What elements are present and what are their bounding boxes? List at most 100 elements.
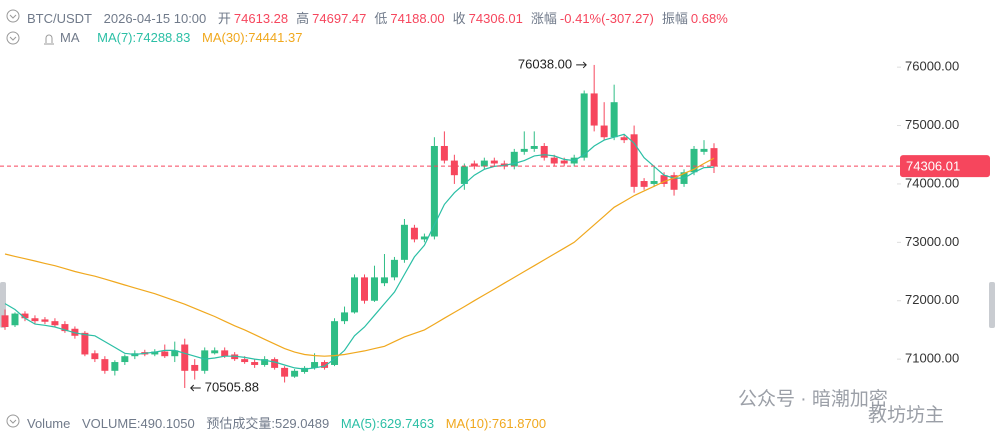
candle-body bbox=[291, 370, 299, 377]
candle-body bbox=[690, 148, 698, 173]
symbol[interactable]: BTC/USDT bbox=[27, 11, 92, 26]
candle-body bbox=[540, 145, 548, 158]
candle-body bbox=[151, 351, 159, 355]
candle-body bbox=[470, 163, 478, 167]
alert-icon[interactable] bbox=[44, 34, 54, 45]
last-price-box bbox=[900, 155, 990, 178]
candle-body bbox=[480, 160, 488, 167]
collapse-chevron bbox=[9, 14, 17, 19]
candle-body bbox=[610, 102, 618, 138]
candle-body bbox=[660, 175, 668, 184]
candle-body bbox=[51, 321, 59, 326]
candle-body bbox=[201, 350, 209, 371]
candle-body bbox=[450, 160, 458, 176]
candle-body bbox=[550, 157, 558, 164]
header-value: 74613.28 bbox=[233, 11, 289, 26]
candle-body bbox=[11, 313, 19, 326]
header-row: BTC/USDT 2026-04-15 10:00 开 74613.28 高 7469… bbox=[27, 8, 744, 27]
candle-body bbox=[281, 367, 289, 377]
candle-body bbox=[360, 277, 368, 301]
right-handle[interactable] bbox=[989, 282, 995, 328]
volume-title: Volume bbox=[27, 416, 71, 431]
candle-body bbox=[370, 277, 378, 301]
y-tick-label: 73000.00 bbox=[905, 234, 959, 249]
volume-collapse-icon[interactable] bbox=[6, 414, 20, 428]
collapse-icon[interactable] bbox=[6, 9, 20, 23]
candle-body bbox=[430, 145, 438, 237]
ma-legend: MA MA(7):74288.83 MA(30):74441.37 bbox=[60, 30, 310, 45]
ma-line bbox=[4, 133, 715, 370]
candle-body bbox=[640, 181, 648, 187]
candle-body bbox=[390, 259, 398, 278]
volume-value: VOLUME:490.1050 bbox=[82, 416, 195, 431]
candle-body bbox=[710, 148, 718, 167]
candle-body bbox=[61, 324, 69, 332]
volume-ma10: MA(10):761.8700 bbox=[445, 416, 547, 431]
volume-estimate: 预估成交量:529.0489 bbox=[206, 416, 330, 431]
candle-body bbox=[400, 224, 408, 260]
ma-collapse-chevron bbox=[9, 36, 17, 41]
candle-body bbox=[271, 359, 279, 368]
candle-body bbox=[111, 362, 119, 371]
ma-collapse-icon[interactable] bbox=[6, 31, 20, 45]
candle-body bbox=[351, 277, 359, 313]
header-value: 74697.47 bbox=[312, 11, 367, 26]
volume-ma5: MA(5):629.7463 bbox=[340, 416, 435, 431]
candle-body bbox=[341, 312, 349, 322]
header-value: 0.68% bbox=[690, 11, 728, 26]
candle-body bbox=[380, 277, 388, 284]
header-label: 涨幅 bbox=[530, 11, 557, 26]
time: 2026-04-15 10:00 bbox=[103, 11, 207, 26]
annotation-arrow bbox=[576, 61, 587, 69]
candle-body bbox=[171, 350, 179, 357]
y-tick-label: 71000.00 bbox=[905, 351, 959, 366]
candle-body bbox=[321, 362, 329, 368]
candle-body bbox=[520, 148, 528, 152]
volume-legend: Volume VOLUME:490.1050 预估成交量:529.0489 MA… bbox=[27, 413, 554, 432]
candle-body bbox=[600, 125, 608, 138]
candle-body bbox=[410, 227, 418, 240]
candle-body bbox=[700, 148, 708, 152]
candle-body bbox=[161, 351, 169, 357]
candle-body bbox=[211, 350, 219, 354]
ma7-legend: MA(7):74288.83 bbox=[97, 30, 191, 45]
watermark-account: 公众号 · 暗潮加密 bbox=[738, 389, 888, 410]
ma-line bbox=[4, 157, 715, 357]
header-items: 开 74613.28 高 74697.47 低 74188.00 收 74306.01 涨幅 -0… bbox=[218, 11, 736, 26]
candle-body bbox=[530, 145, 538, 149]
annotation-arrow bbox=[190, 384, 201, 392]
watermark-author: 教坊坊主 bbox=[868, 405, 945, 426]
candle-body bbox=[630, 134, 638, 187]
candle-body bbox=[420, 236, 428, 240]
annotation: 76038.00 bbox=[518, 56, 572, 71]
candle-body bbox=[41, 319, 49, 322]
candle-body bbox=[241, 359, 249, 363]
candle-body bbox=[121, 356, 129, 363]
y-tick-label: 75000.00 bbox=[905, 117, 959, 132]
candle-body bbox=[331, 321, 339, 365]
candle-body bbox=[21, 313, 29, 319]
candle-body bbox=[620, 137, 628, 141]
candle-body bbox=[31, 318, 39, 322]
annotation: 70505.88 bbox=[205, 379, 259, 394]
last-price-label: 74306.01 bbox=[906, 159, 960, 174]
candle-body bbox=[460, 166, 468, 184]
y-tick-label: 74000.00 bbox=[905, 175, 959, 190]
header-value: -0.41%(-307.27) bbox=[559, 11, 654, 26]
header-label: 开 bbox=[217, 11, 231, 26]
candle-body bbox=[221, 350, 229, 357]
header-label: 振幅 bbox=[661, 11, 688, 26]
candle-body bbox=[670, 175, 678, 190]
header-value: 74188.00 bbox=[390, 11, 445, 26]
candle-body bbox=[181, 344, 189, 371]
y-tick-label: 72000.00 bbox=[905, 292, 959, 307]
candle-body bbox=[650, 181, 658, 184]
candle-body bbox=[81, 332, 89, 355]
y-tick-label: 76000.00 bbox=[905, 59, 959, 74]
candle-body bbox=[1, 315, 9, 328]
candle-body bbox=[101, 359, 109, 371]
candle-body bbox=[560, 160, 568, 164]
candle-body bbox=[301, 367, 309, 372]
